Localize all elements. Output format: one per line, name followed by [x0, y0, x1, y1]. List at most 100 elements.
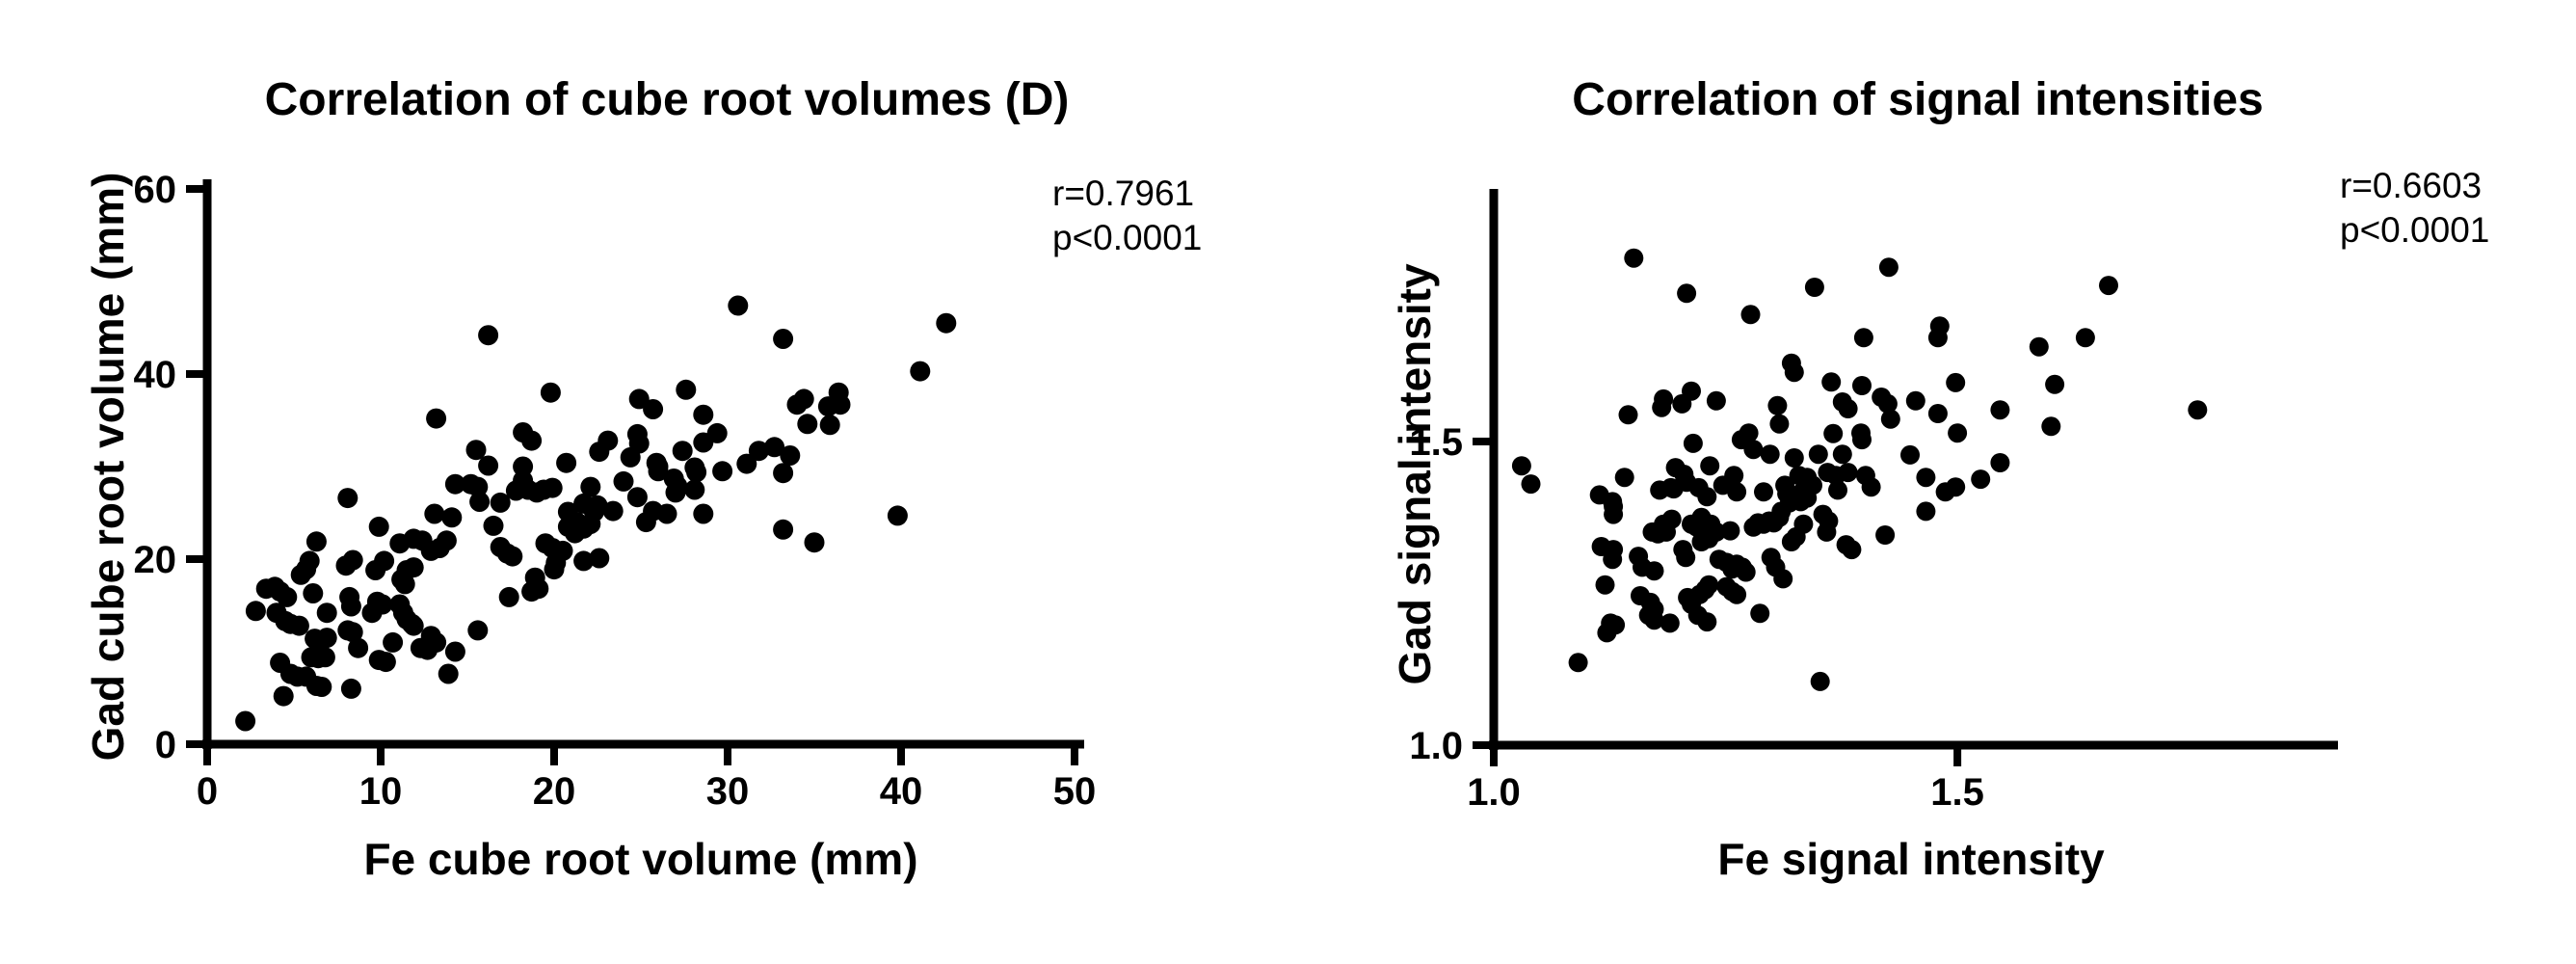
data-point [552, 540, 573, 561]
data-point [1971, 469, 1991, 490]
data-point [245, 601, 266, 622]
data-point [804, 532, 825, 553]
data-point [2075, 328, 2095, 348]
data-point [1677, 283, 1697, 304]
data-point [648, 456, 669, 477]
data-point [424, 503, 445, 524]
data-point [235, 710, 256, 732]
data-point [580, 514, 601, 534]
y-tick-label: 1.5 [1409, 421, 1463, 464]
p-value: p<0.0001 [2340, 210, 2490, 250]
data-point [348, 637, 369, 658]
data-point [589, 548, 610, 569]
data-point [602, 500, 624, 522]
data-point [1900, 444, 1920, 465]
data-point [819, 415, 840, 436]
data-point [444, 473, 465, 495]
data-point [665, 482, 686, 503]
data-point [1614, 468, 1634, 488]
data-point [389, 533, 411, 554]
stats-annotation: r=0.7961 p<0.0001 [1052, 172, 1202, 260]
data-point [1861, 477, 1881, 497]
data-point [498, 586, 519, 607]
data-point [1817, 522, 1837, 542]
data-point [1697, 612, 1717, 632]
data-point [314, 647, 335, 668]
data-point [1853, 328, 1873, 348]
stats-annotation: r=0.6603 p<0.0001 [2340, 164, 2489, 253]
data-point [1740, 305, 1761, 325]
data-point [521, 430, 543, 451]
data-point [1676, 548, 1696, 568]
data-point [505, 480, 526, 501]
data-point [2188, 400, 2208, 420]
data-point [368, 516, 389, 537]
data-point [1852, 376, 1872, 395]
data-point [467, 476, 489, 497]
x-tick-label: 10 [359, 770, 403, 813]
data-point [1644, 561, 1664, 581]
data-point [628, 388, 650, 410]
data-point [573, 550, 595, 572]
data-point [1706, 390, 1726, 411]
data-point [1644, 610, 1664, 630]
data-point [361, 602, 383, 624]
data-point [316, 602, 337, 624]
data-point [780, 445, 801, 466]
data-point [394, 574, 415, 595]
data-point [478, 455, 499, 476]
x-tick-label: 0 [197, 770, 218, 813]
data-point [1767, 395, 1788, 415]
data-point [2045, 374, 2065, 394]
data-point [1927, 328, 1948, 348]
data-point [513, 456, 534, 477]
data-point [1781, 532, 1801, 551]
data-point [1990, 453, 2010, 472]
y-tick-label: 20 [134, 539, 177, 581]
data-point [342, 622, 363, 643]
data-point [383, 631, 404, 653]
data-point [643, 399, 664, 419]
data-point [1946, 477, 1966, 497]
data-point [910, 361, 931, 382]
data-point [1784, 448, 1804, 468]
x-tick-label: 50 [1053, 770, 1097, 813]
data-point [764, 437, 785, 458]
data-point [773, 519, 794, 540]
data-point [797, 414, 818, 435]
x-tick-label: 1.0 [1467, 771, 1521, 814]
data-point [544, 559, 565, 580]
data-point [1663, 479, 1684, 499]
data-point [1852, 430, 1872, 450]
data-point [1736, 562, 1756, 582]
data-point [613, 470, 634, 492]
data-point [305, 531, 327, 552]
y-axis-label: Gad signal intensity [1390, 263, 1440, 685]
data-point [684, 479, 705, 500]
data-point [1724, 466, 1744, 486]
data-point [1568, 653, 1588, 673]
x-tick-label: 30 [706, 770, 750, 813]
data-point [1597, 623, 1617, 643]
data-point [1804, 278, 1824, 297]
chart-title: Correlation of signal intensities [1572, 74, 2264, 125]
data-point [1916, 468, 1936, 488]
data-point [686, 462, 707, 483]
data-point [1683, 433, 1703, 453]
data-point [1828, 480, 1847, 500]
data-point [1672, 393, 1692, 414]
data-point [773, 463, 794, 484]
y-tick-label: 0 [155, 724, 176, 766]
data-point [374, 550, 395, 572]
data-point [936, 312, 957, 334]
data-point [469, 492, 491, 512]
data-point [1603, 549, 1623, 570]
data-point [693, 404, 714, 425]
y-tick-label: 60 [134, 169, 177, 211]
data-point [1832, 444, 1852, 465]
data-point [337, 488, 359, 509]
data-point [273, 685, 294, 707]
data-point [712, 461, 733, 482]
data-point [1650, 480, 1670, 500]
r-value: r=0.7961 [1052, 174, 1195, 213]
